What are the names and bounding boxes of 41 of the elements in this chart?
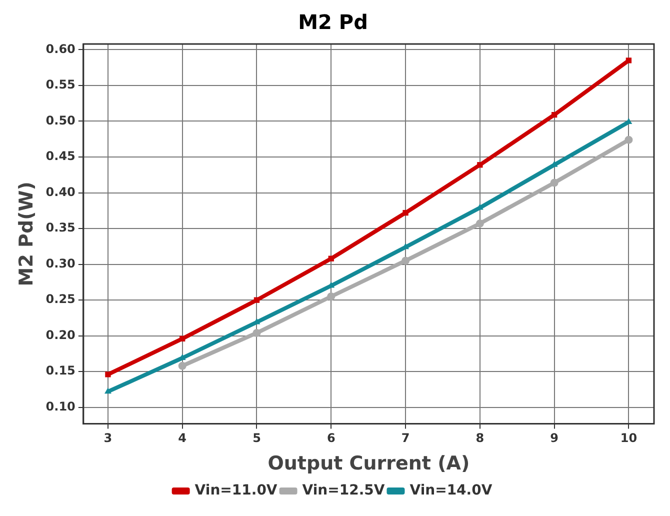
point bbox=[104, 388, 112, 394]
x-tick-label: 7 bbox=[401, 431, 410, 446]
point bbox=[252, 328, 261, 337]
y-tick-label: 0.25 bbox=[46, 292, 76, 306]
point bbox=[178, 362, 186, 370]
y-tick-label: 0.40 bbox=[46, 184, 76, 199]
y-tick-label: 0.50 bbox=[46, 113, 76, 128]
chart-title: M2 Pd bbox=[298, 10, 368, 34]
point bbox=[402, 256, 410, 265]
x-axis-title: Output Current (A) bbox=[268, 452, 470, 475]
y-tick-label: 0.30 bbox=[46, 256, 76, 270]
point bbox=[626, 58, 632, 64]
point bbox=[105, 372, 111, 378]
x-tick-label: 5 bbox=[252, 431, 261, 446]
point bbox=[550, 178, 558, 187]
y-tick-label: 0.45 bbox=[46, 149, 76, 164]
point bbox=[327, 292, 336, 300]
point bbox=[328, 256, 334, 262]
y-tick-label: 0.35 bbox=[46, 220, 76, 235]
x-tick-label: 6 bbox=[326, 431, 336, 446]
point bbox=[624, 136, 633, 144]
point bbox=[551, 112, 558, 118]
y-tick-label: 0.60 bbox=[46, 42, 76, 56]
x-tick-label: 9 bbox=[550, 431, 558, 446]
legend-label: Vin=14.0V bbox=[410, 482, 492, 499]
point bbox=[402, 210, 408, 216]
y-tick-label: 0.55 bbox=[46, 78, 76, 92]
point bbox=[477, 162, 483, 168]
y-tick-label: 0.20 bbox=[46, 328, 76, 342]
point bbox=[254, 297, 260, 303]
y-axis-title: M2 Pd(W) bbox=[15, 182, 38, 286]
point bbox=[476, 220, 484, 228]
y-tick-label: 0.15 bbox=[46, 364, 76, 378]
x-tick-label: 10 bbox=[620, 431, 638, 446]
x-tick-label: 8 bbox=[476, 431, 484, 446]
x-tick-label: 3 bbox=[104, 431, 112, 446]
legend-label: Vin=11.0V bbox=[194, 482, 278, 499]
y-tick-label: 0.10 bbox=[46, 399, 76, 414]
x-tick-label: 4 bbox=[178, 431, 187, 446]
legend-label: Vin=12.5V bbox=[302, 482, 385, 499]
point bbox=[180, 336, 186, 342]
